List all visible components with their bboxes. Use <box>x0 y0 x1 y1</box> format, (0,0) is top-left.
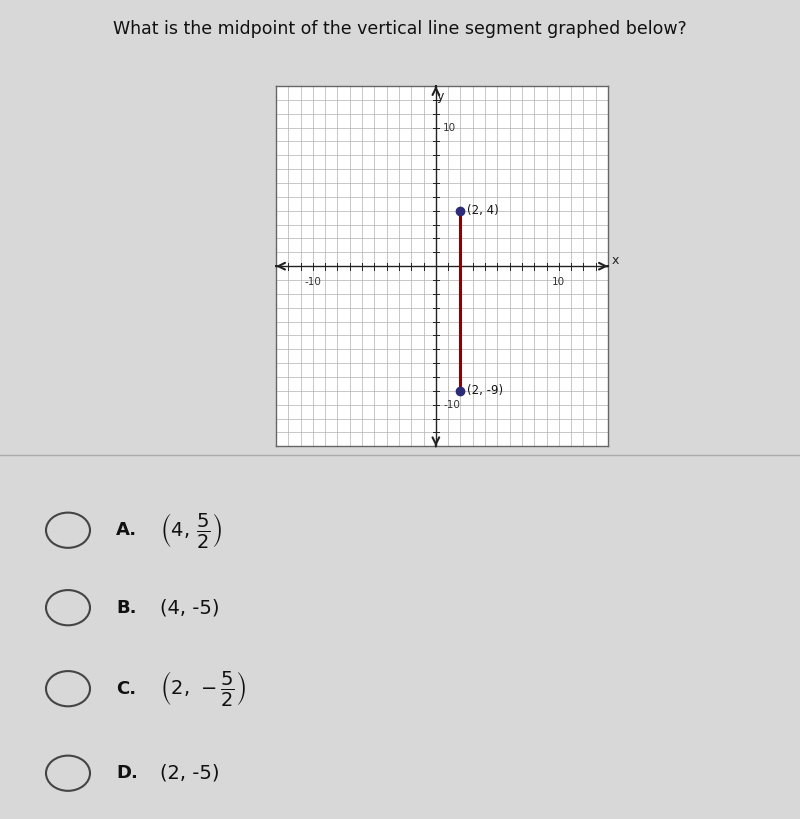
Text: What is the midpoint of the vertical line segment graphed below?: What is the midpoint of the vertical lin… <box>113 20 687 38</box>
Text: C.: C. <box>116 680 136 698</box>
Text: -10: -10 <box>443 400 460 410</box>
Text: A.: A. <box>116 521 137 539</box>
Text: (2, -9): (2, -9) <box>466 384 502 397</box>
Text: (2, -5): (2, -5) <box>160 764 219 783</box>
Text: -10: -10 <box>305 278 322 287</box>
Text: x: x <box>612 254 619 267</box>
Text: $\left(2,\, -\dfrac{5}{2}\right)$: $\left(2,\, -\dfrac{5}{2}\right)$ <box>160 669 246 708</box>
Text: 10: 10 <box>443 123 456 133</box>
Text: 10: 10 <box>552 278 566 287</box>
Text: B.: B. <box>116 599 137 617</box>
Text: y: y <box>437 90 445 103</box>
Text: D.: D. <box>116 764 138 782</box>
Text: (4, -5): (4, -5) <box>160 598 219 618</box>
Text: $\left(4,\, \dfrac{5}{2}\right)$: $\left(4,\, \dfrac{5}{2}\right)$ <box>160 511 222 550</box>
Text: (2, 4): (2, 4) <box>466 204 498 217</box>
